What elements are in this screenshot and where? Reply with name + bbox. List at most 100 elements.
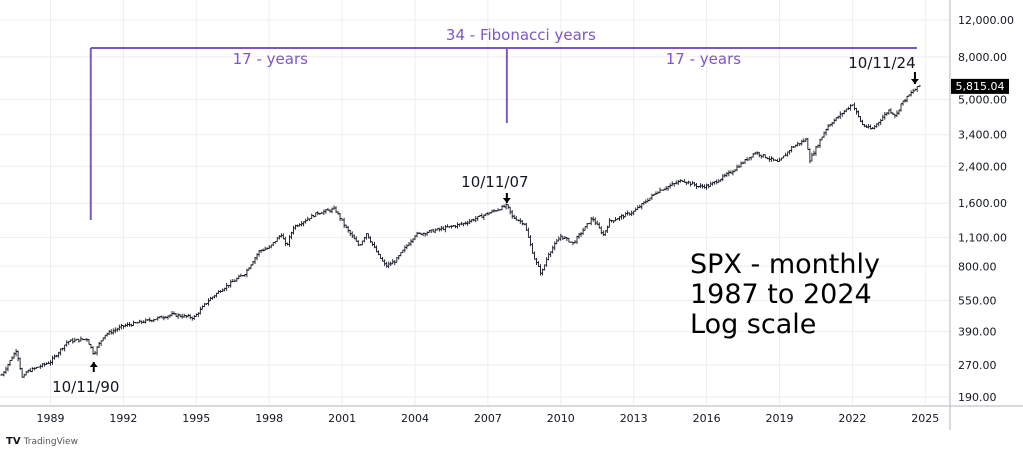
price-bar <box>364 233 368 240</box>
price-bar <box>32 367 36 371</box>
price-bar <box>85 338 89 342</box>
price-bar <box>915 86 919 92</box>
last-price-box <box>951 78 1009 94</box>
price-bar <box>854 107 858 115</box>
price-bar <box>668 183 672 189</box>
price-bar <box>506 204 510 210</box>
price-bar <box>117 324 121 331</box>
price-bar <box>247 267 251 271</box>
price-bar <box>674 180 678 185</box>
price-bar <box>881 114 885 121</box>
price-bar <box>352 234 356 240</box>
price-bar <box>650 193 654 200</box>
year-tick-label: 2016 <box>693 412 721 425</box>
price-bar <box>152 318 156 323</box>
price-bar <box>757 151 761 158</box>
price-bar <box>423 232 427 237</box>
caption-line-3: Log scale <box>690 309 816 340</box>
price-bar <box>624 212 628 218</box>
year-tick-label: 1992 <box>109 412 137 425</box>
year-tick-label: 2019 <box>766 412 794 425</box>
price-bar <box>4 366 8 374</box>
price-axis[interactable]: 12,000.00 8,000.00 5,000.00 3,400.00 2,400.0… <box>958 14 1014 404</box>
year-tick-label: 1989 <box>37 412 65 425</box>
price-bar <box>346 225 350 233</box>
price-bar <box>879 118 883 125</box>
price-bar <box>460 221 464 226</box>
price-bar <box>314 212 318 217</box>
price-bar <box>409 239 413 246</box>
price-tick-label: 550.00 <box>958 294 997 307</box>
price-bars <box>0 85 921 378</box>
price-bar <box>692 181 696 187</box>
price-bar <box>206 298 210 306</box>
price-bar <box>721 174 725 181</box>
price-bar <box>342 217 346 228</box>
price-bar <box>589 216 593 226</box>
last-price-tag: 5,815.04 <box>951 78 1009 94</box>
price-tick-label: 800.00 <box>958 260 997 273</box>
price-bar <box>336 211 340 215</box>
price-bar <box>593 217 597 226</box>
price-bar <box>583 226 587 231</box>
top-2007-label: 10/11/07 <box>461 173 528 191</box>
price-bar <box>403 245 407 253</box>
price-bar <box>814 145 818 156</box>
chart-caption: SPX - monthly 1987 to 2024 Log scale <box>690 249 880 340</box>
price-bar <box>678 179 682 183</box>
price-bar <box>63 344 67 352</box>
price-bar <box>65 340 69 347</box>
year-tick-label: 2001 <box>328 412 356 425</box>
price-bar <box>613 217 617 222</box>
grid <box>0 0 950 406</box>
price-bar <box>385 261 389 268</box>
price-bar <box>603 230 607 236</box>
price-bar <box>188 314 192 320</box>
price-bar <box>225 282 229 291</box>
price-bar <box>530 242 534 254</box>
price-bar <box>826 124 830 131</box>
year-tick-label: 2004 <box>401 412 429 425</box>
price-bar <box>180 313 184 319</box>
price-bar <box>579 231 583 238</box>
price-bar <box>310 213 314 220</box>
price-bar <box>508 206 512 215</box>
price-bar <box>800 139 804 146</box>
price-bar <box>899 103 903 112</box>
price-bar <box>370 241 374 247</box>
price-bar <box>443 225 447 233</box>
price-bar <box>694 182 698 189</box>
price-bar <box>909 90 913 97</box>
price-bar <box>555 239 559 245</box>
price-bar <box>863 124 867 128</box>
price-bar <box>917 85 921 88</box>
price-bar <box>97 341 101 348</box>
price-bar <box>144 318 148 324</box>
price-bar <box>607 218 611 228</box>
year-tick-label: 2007 <box>474 412 502 425</box>
price-bar <box>605 225 609 234</box>
low-1990-label: 10/11/90 <box>52 378 119 396</box>
price-bar <box>87 339 91 345</box>
tradingview-logo[interactable]: TV TradingView <box>6 436 78 447</box>
price-bar <box>95 346 99 356</box>
price-bar <box>526 227 530 238</box>
span-left-label: 17 - years <box>233 50 309 68</box>
time-axis[interactable]: 1989 1992 1995 1998 2001 2004 2007 2010 2013 2016… <box>37 412 940 425</box>
price-bar <box>107 330 111 335</box>
price-bar <box>759 154 763 159</box>
price-bar <box>581 227 585 236</box>
price-bar <box>545 257 549 267</box>
price-bar <box>229 279 233 288</box>
price-bar <box>524 222 528 231</box>
price-bar <box>322 209 326 215</box>
price-bar <box>804 137 808 143</box>
price-bar <box>132 320 136 326</box>
price-bar <box>654 191 658 195</box>
price-bar <box>806 137 810 150</box>
price-bar <box>883 112 887 120</box>
price-bar <box>873 125 877 130</box>
price-bar <box>172 311 176 315</box>
price-tick-label: 1,100.00 <box>958 231 1007 244</box>
